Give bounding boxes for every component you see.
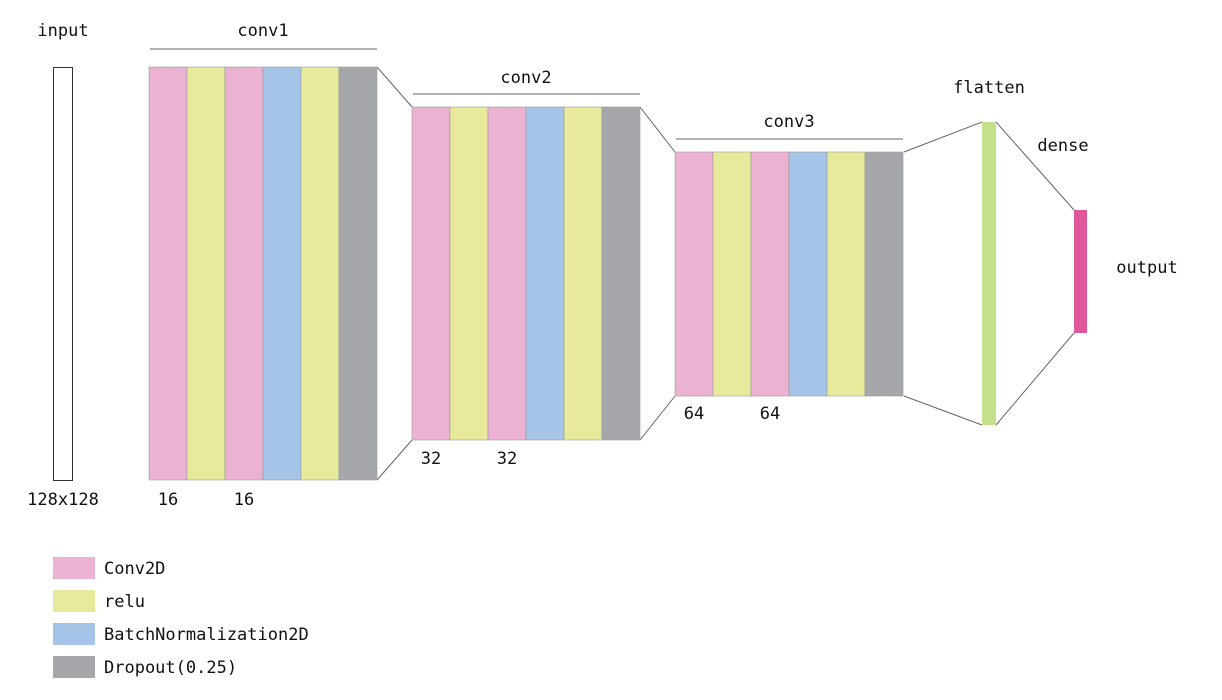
flatten-title: flatten (953, 78, 1025, 98)
legend-swatch (53, 557, 95, 579)
connector (376, 66, 413, 108)
channel-label: 64 (684, 404, 704, 424)
input-title: input (37, 21, 88, 41)
layer (788, 151, 828, 397)
connector (376, 439, 413, 481)
channel-label: 16 (234, 490, 254, 510)
legend-swatch (53, 623, 95, 645)
channel-label: 16 (158, 490, 178, 510)
layer (487, 106, 527, 441)
channel-label: 32 (421, 449, 441, 469)
layer (826, 151, 866, 397)
layer (712, 151, 752, 397)
connector (903, 395, 983, 426)
legend-swatch (53, 590, 95, 612)
legend-label: BatchNormalization2D (104, 625, 309, 645)
legend-swatch (53, 656, 95, 678)
dense-title: dense (1037, 136, 1088, 156)
layer (186, 66, 226, 481)
connector (639, 395, 676, 441)
layer (674, 151, 714, 397)
layer (750, 151, 790, 397)
layer (262, 66, 302, 481)
connector (995, 332, 1075, 426)
channel-label: 64 (760, 404, 780, 424)
layer (300, 66, 340, 481)
flatten-block (982, 122, 996, 425)
connector (639, 106, 676, 153)
output-title: output (1116, 258, 1177, 278)
block-title: conv1 (237, 21, 288, 41)
layer (224, 66, 264, 481)
layer (148, 66, 188, 481)
connector (995, 121, 1075, 211)
layer (338, 66, 378, 481)
input-size: 128x128 (27, 490, 99, 510)
layer (525, 106, 565, 441)
layer (449, 106, 489, 441)
layer (411, 106, 451, 441)
input-block (53, 67, 73, 481)
output-block (1074, 210, 1087, 333)
legend-label: relu (104, 592, 145, 612)
layer (563, 106, 603, 441)
connectors (376, 66, 1075, 481)
connector (903, 121, 983, 153)
layer (601, 106, 641, 441)
block-title: conv2 (500, 68, 551, 88)
legend-label: Dropout(0.25) (104, 658, 237, 678)
legend-label: Conv2D (104, 559, 165, 579)
block-title: conv3 (763, 112, 814, 132)
channel-label: 32 (497, 449, 517, 469)
layer (864, 151, 904, 397)
